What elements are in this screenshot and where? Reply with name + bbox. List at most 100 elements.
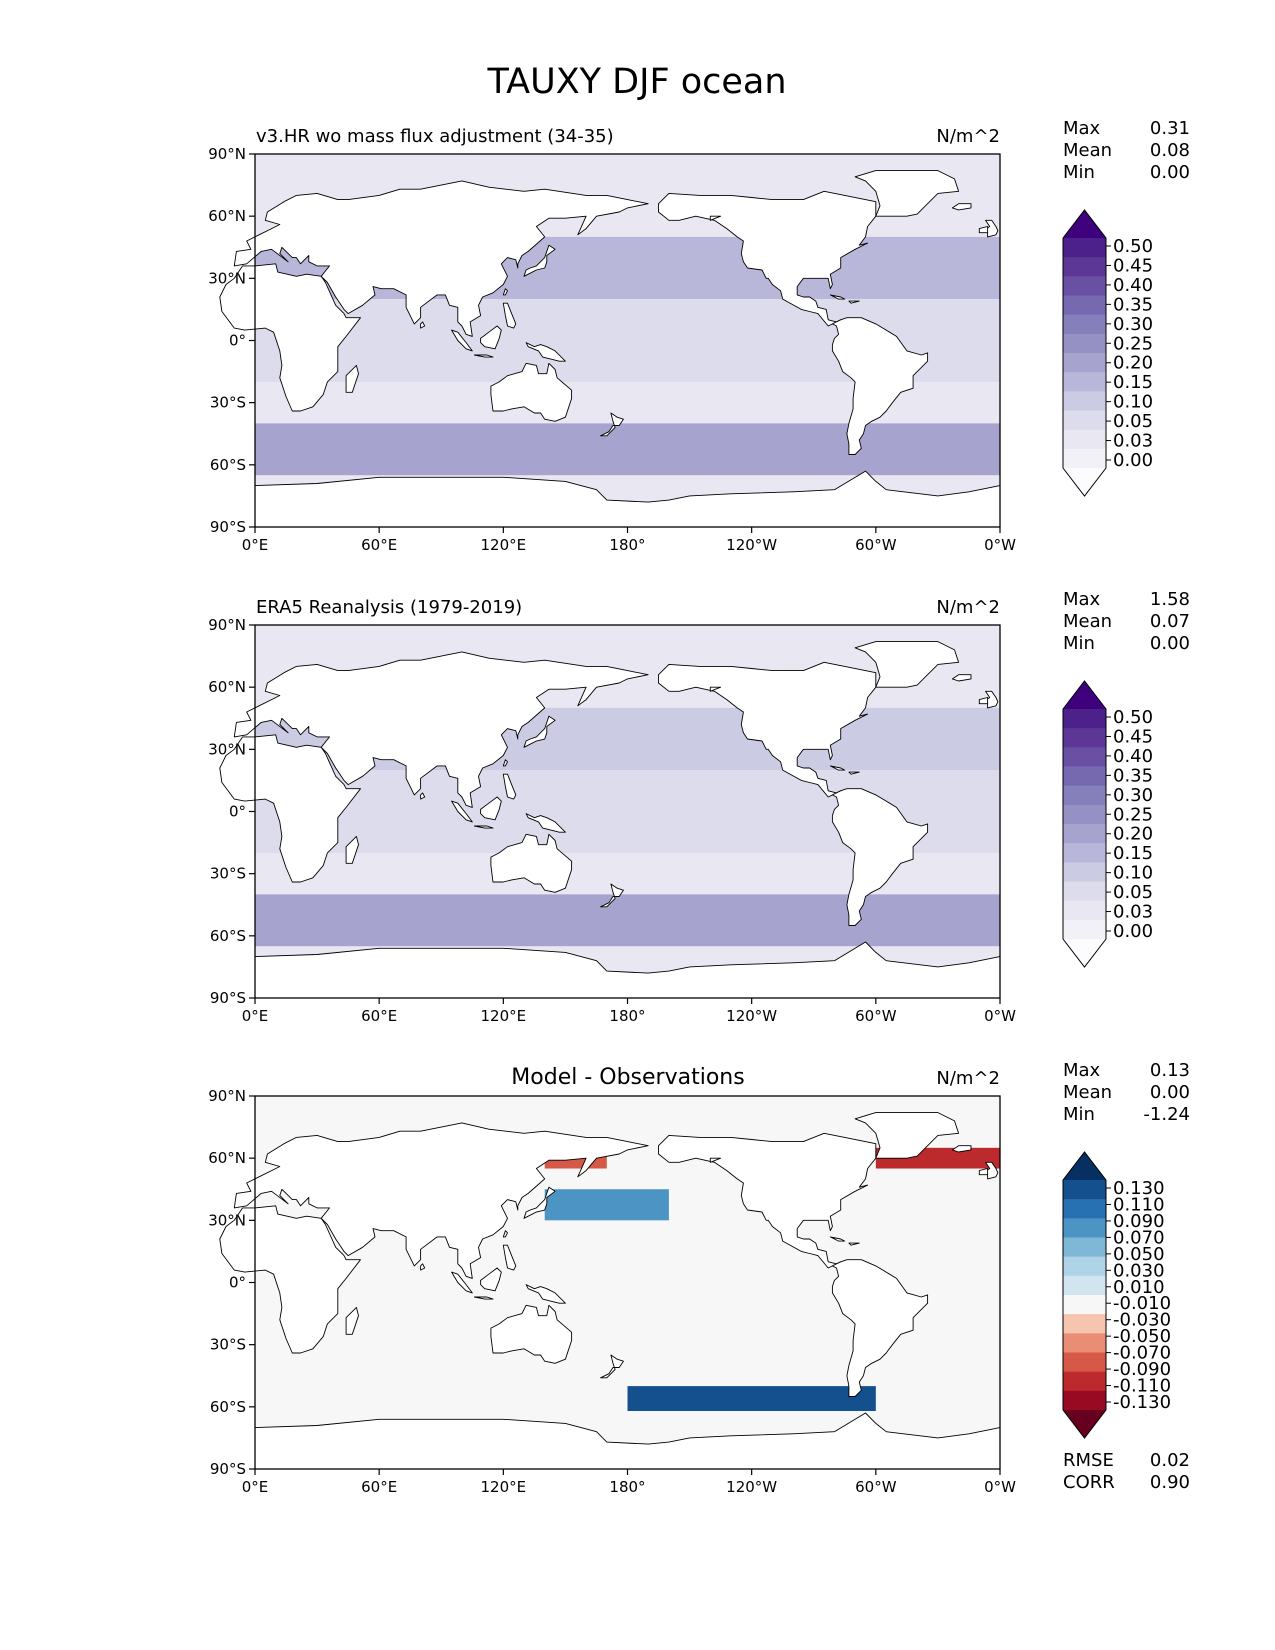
land-mass-16 — [345, 835, 359, 864]
land-mass-22 — [829, 765, 846, 771]
y-tick-label: 0° — [229, 1274, 246, 1292]
land-mass-6 — [254, 1412, 1001, 1470]
colorbar-label: 0.35 — [1113, 294, 1153, 315]
y-tick-label: 90°N — [208, 1087, 246, 1105]
x-tick-label: 60°E — [361, 1007, 397, 1025]
stat-label-mean: Mean — [1063, 140, 1112, 161]
land-mass-21 — [709, 215, 722, 221]
land-mass-3 — [490, 833, 573, 893]
colorbar-segment — [1063, 1256, 1106, 1277]
colorbar-label: 0.20 — [1113, 824, 1153, 845]
colorbar-segment — [1063, 766, 1106, 787]
x-tick-label: 0°E — [242, 1007, 269, 1025]
field-band-4 — [544, 1189, 669, 1221]
land-mass-19 — [420, 321, 426, 329]
colorbar-segment — [1063, 804, 1106, 825]
colorbar-label: -0.070 — [1113, 1343, 1171, 1364]
colorbar-segment — [1063, 1390, 1106, 1411]
y-tick-label: 60°N — [208, 1149, 246, 1167]
colorbar-segment — [1063, 728, 1106, 748]
colorbar-extend-bottom — [1063, 939, 1106, 967]
x-tick-label: 0°E — [242, 536, 269, 554]
y-tick-label: 30°N — [208, 269, 246, 287]
colorbar-label: -0.110 — [1113, 1376, 1171, 1397]
colorbar-segment — [1063, 295, 1106, 316]
colorbar-label: 0.090 — [1113, 1211, 1165, 1232]
land-mass-17 — [502, 1230, 508, 1238]
land-mass-11 — [451, 329, 473, 352]
colorbar: 0.500.450.400.350.300.250.200.150.100.05… — [1062, 680, 1153, 968]
land-mass-19 — [420, 792, 426, 800]
colorbar-label: 0.10 — [1113, 863, 1153, 884]
land-mass-5 — [831, 1259, 929, 1397]
land-mass-15 — [600, 412, 624, 437]
map-panel-2: ERA5 Reanalysis (1979-2019) N/m^2 0°E 60°E 1… — [208, 589, 1190, 1025]
stat-value-mean: 0.08 — [1150, 140, 1190, 161]
x-tick-label: 60°E — [361, 536, 397, 554]
colorbar-segment — [1063, 919, 1106, 940]
panel-title: v3.HR wo mass flux adjustment (34-35) — [256, 126, 614, 147]
rmse-label: RMSE — [1063, 1450, 1114, 1471]
x-tick-label: 180° — [609, 536, 645, 554]
land-mass-16 — [345, 1306, 359, 1335]
land-mass-10 — [978, 1168, 989, 1176]
colorbar-segment — [1063, 410, 1106, 431]
x-tick-label: 120°W — [726, 1478, 777, 1496]
colorbar-extend-bottom — [1063, 468, 1106, 496]
figure-title: TAUXY DJF ocean — [486, 62, 786, 102]
colorbar-label: 0.40 — [1113, 275, 1153, 296]
colorbar-segment — [1063, 314, 1106, 335]
y-tick-label: 90°S — [210, 989, 246, 1007]
land-mass-23 — [848, 300, 860, 304]
y-tick-label: 0° — [229, 332, 246, 350]
colorbar-label: 0.030 — [1113, 1260, 1165, 1281]
land-mass-20 — [951, 1145, 972, 1153]
colorbar-segment — [1063, 1314, 1106, 1334]
stat-label-min: Min — [1063, 162, 1095, 183]
land-mass-5 — [831, 317, 929, 455]
colorbar-outline — [1062, 1151, 1107, 1439]
colorbar-extend-top — [1063, 1152, 1106, 1180]
land-mass-18 — [502, 302, 517, 329]
x-tick-label: 0°W — [984, 536, 1016, 554]
land-mass-5 — [831, 788, 929, 926]
colorbar-segment — [1063, 257, 1106, 277]
land-mass-18 — [502, 1244, 517, 1271]
y-tick-label: 60°N — [208, 678, 246, 696]
colorbar-segment — [1063, 1295, 1106, 1315]
map-panel-1: v3.HR wo mass flux adjustment (34-35) N/m… — [208, 118, 1190, 554]
land-mass-4 — [658, 661, 877, 798]
x-tick-label: 0°W — [984, 1007, 1016, 1025]
land-mass-23 — [848, 771, 860, 775]
x-tick-label: 120°W — [726, 1007, 777, 1025]
colorbar-label: 0.45 — [1113, 255, 1153, 276]
colorbar-segment — [1063, 1352, 1106, 1373]
colorbar-label: 0.03 — [1113, 431, 1153, 452]
corr-value: 0.90 — [1150, 1472, 1190, 1493]
field-band-1 — [627, 1386, 876, 1411]
colorbar-segment — [1063, 862, 1106, 882]
land-mass-20 — [951, 674, 972, 682]
stat-value-max: 0.13 — [1150, 1060, 1190, 1081]
colorbar-segment — [1063, 881, 1106, 902]
colorbar-segment — [1063, 1333, 1106, 1353]
colorbar-label: 0.35 — [1113, 765, 1153, 786]
panel-units: N/m^2 — [936, 597, 1000, 618]
colorbar-outline — [1062, 209, 1107, 497]
colorbar-label: 0.15 — [1113, 372, 1153, 393]
colorbar-extend-top — [1063, 210, 1106, 238]
colorbar-segment — [1063, 448, 1106, 469]
colorbar-segment — [1063, 747, 1106, 767]
land-mass-13 — [480, 796, 502, 821]
x-tick-label: 60°W — [855, 1007, 897, 1025]
land-mass-8 — [523, 244, 556, 277]
colorbar-outline — [1062, 680, 1107, 968]
colorbar: 0.1300.1100.0900.0700.0500.0300.010-0.01… — [1062, 1151, 1171, 1439]
land-mass-13 — [480, 1267, 502, 1292]
colorbar-segment — [1063, 785, 1106, 806]
land-mass-22 — [829, 294, 846, 300]
x-tick-label: 120°E — [481, 1478, 527, 1496]
field-band-2 — [255, 894, 1000, 947]
colorbar-label: -0.050 — [1113, 1326, 1171, 1347]
colorbar-label: 0.03 — [1113, 902, 1153, 923]
